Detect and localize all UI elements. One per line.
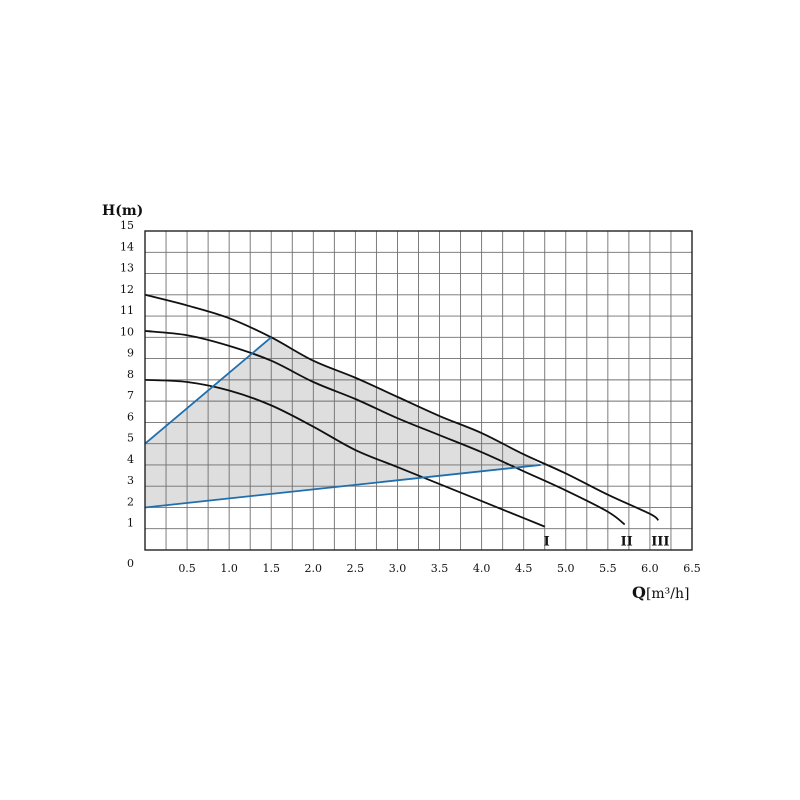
- x-tick-label: 4.0: [473, 562, 491, 575]
- series-curve-ii: [144, 330, 626, 526]
- y-tick-label: 2: [127, 495, 134, 508]
- x-tick-label: 4.5: [515, 562, 533, 575]
- y-tick-label: 9: [127, 347, 134, 360]
- x-tick-label: 5.5: [599, 562, 617, 575]
- series-label-ii: II: [621, 535, 633, 550]
- x-tick-label: 0.5: [178, 562, 196, 575]
- x-tick-labels: 0.5 1.0 1.5 2.0 2.5 3.0 3.5 4.0 4.5 5.0 5.5 6.0 6.5: [178, 562, 700, 575]
- grid: [145, 231, 692, 550]
- x-tick-label: 3.5: [431, 562, 449, 575]
- y-tick-label: 4: [127, 453, 134, 466]
- x-axis-title-symbol: Q: [632, 583, 646, 602]
- y-tick-label: 6: [127, 410, 134, 423]
- y-tick-label: 3: [127, 474, 134, 487]
- plot-frame: [144, 230, 693, 551]
- x-tick-label: 2.0: [305, 562, 323, 575]
- x-tick-label: 6.5: [683, 562, 701, 575]
- envelope-boundary-line-2: [144, 464, 541, 509]
- y-tick-label: 10: [120, 325, 134, 338]
- x-tick-label: 6.0: [641, 562, 659, 575]
- series-label-i: I: [544, 535, 550, 550]
- y-tick-label: 15: [120, 219, 134, 232]
- x-tick-label: 5.0: [557, 562, 575, 575]
- envelope-boundaries: [144, 336, 541, 509]
- y-tick-label: 13: [120, 262, 134, 275]
- x-tick-label: 2.5: [347, 562, 365, 575]
- y-tick-label: 12: [120, 283, 134, 296]
- y-axis-title: H(m): [102, 203, 143, 219]
- series-curve-iii: [144, 293, 659, 521]
- y-tick-label: 8: [127, 368, 134, 381]
- x-tick-label: 1.5: [262, 562, 280, 575]
- series-label-iii: III: [651, 535, 669, 550]
- envelope-boundary-line-1: [144, 336, 272, 445]
- x-axis-title-unit: [m³/h]: [646, 586, 690, 602]
- x-tick-label: 3.0: [389, 562, 407, 575]
- y-tick-label: 7: [127, 389, 134, 402]
- x-axis-title: Q[m³/h]: [632, 583, 689, 602]
- y-tick-label: 5: [127, 432, 134, 445]
- y-tick-label: 0: [127, 557, 134, 570]
- y-tick-label: 14: [120, 240, 134, 253]
- series-curve-i: [144, 378, 546, 528]
- series-group: [144, 293, 659, 528]
- y-tick-label: 1: [127, 517, 134, 530]
- x-tick-label: 1.0: [220, 562, 238, 575]
- curve-labels: I II III: [544, 535, 670, 550]
- y-tick-label: 11: [120, 304, 134, 317]
